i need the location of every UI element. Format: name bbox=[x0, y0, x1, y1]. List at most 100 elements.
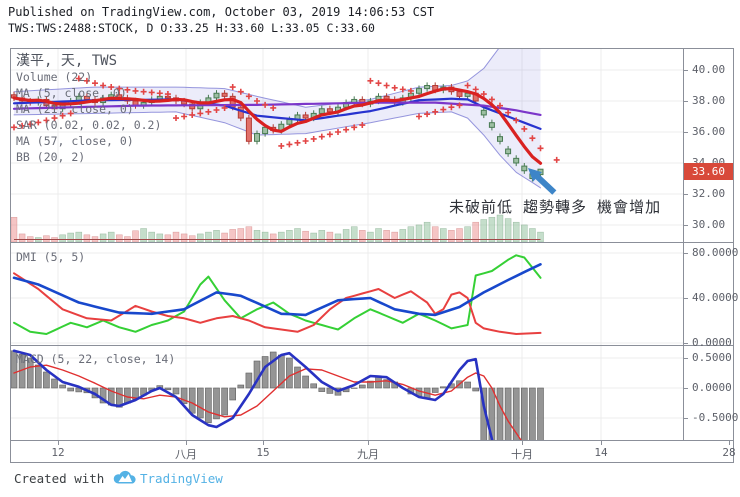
sar-marker bbox=[448, 104, 455, 111]
macd-histogram-bar bbox=[34, 364, 42, 389]
volume-bar bbox=[278, 231, 285, 242]
time-axis-label: 十月 bbox=[511, 448, 533, 461]
publish-info-text: Published on TradingView.com, October 03… bbox=[8, 5, 435, 19]
macd-line bbox=[12, 349, 494, 440]
sar-marker bbox=[537, 145, 544, 152]
sar-marker bbox=[521, 125, 528, 132]
volume-bar bbox=[261, 231, 269, 242]
volume-bar bbox=[383, 230, 390, 242]
time-axis-label: 九月 bbox=[357, 448, 379, 461]
symbol-title: 漢平, 天, TWS bbox=[16, 53, 118, 69]
time-axis-tick bbox=[729, 441, 730, 445]
macd-axis-label: -0.5000 bbox=[692, 411, 739, 424]
macd-histogram-bar bbox=[302, 375, 309, 389]
volume-bar bbox=[537, 231, 544, 242]
time-axis-label: 28 bbox=[722, 446, 736, 459]
macd-histogram-bar bbox=[205, 387, 212, 424]
price-axis-label: 36.00 bbox=[692, 125, 726, 138]
dmi-axis-tick bbox=[684, 298, 688, 299]
volume-bar bbox=[504, 218, 512, 242]
price-axis-tick bbox=[684, 70, 688, 71]
macd-histogram-bar bbox=[245, 372, 253, 389]
legend-item-volume: Volume (22) bbox=[16, 70, 93, 84]
sar-marker bbox=[399, 86, 406, 93]
sar-marker bbox=[529, 135, 536, 142]
dmi-axis-label: 80.0000 bbox=[692, 246, 739, 259]
sar-marker bbox=[286, 141, 293, 148]
price-axis-label: 30.00 bbox=[692, 218, 726, 231]
sar-marker bbox=[318, 133, 325, 140]
time-axis-tick bbox=[601, 441, 602, 445]
macd-histogram-bar bbox=[529, 387, 536, 440]
sar-marker bbox=[472, 86, 479, 93]
sar-marker bbox=[505, 109, 512, 116]
sar-marker bbox=[254, 98, 260, 104]
legend-item-ma57: MA (57, close, 0) bbox=[16, 134, 134, 148]
sar-marker bbox=[424, 111, 431, 118]
price-axis-tick bbox=[684, 225, 688, 226]
volume-bar bbox=[318, 230, 326, 242]
volume-bar bbox=[59, 234, 66, 242]
last-price-badge: 33.60 bbox=[684, 163, 733, 180]
volume-bar bbox=[359, 230, 366, 242]
sar-marker bbox=[335, 129, 341, 135]
candle-body bbox=[424, 85, 431, 90]
volume-bar bbox=[448, 230, 455, 242]
price-axis-label: 38.00 bbox=[692, 94, 726, 107]
candle-body bbox=[497, 136, 503, 142]
price-scale-divider bbox=[683, 48, 684, 441]
price-chart-canvas bbox=[10, 48, 684, 242]
dmi-minus-di-line bbox=[13, 254, 542, 335]
time-axis-tick bbox=[58, 441, 59, 445]
macd-histogram-bar bbox=[286, 357, 293, 389]
sar-marker bbox=[310, 135, 317, 142]
candle-body bbox=[521, 165, 528, 172]
sar-marker bbox=[513, 117, 520, 124]
macd-histogram-bar bbox=[67, 387, 75, 392]
volume-bar bbox=[326, 231, 334, 242]
candle-body bbox=[245, 117, 252, 142]
candle-body bbox=[302, 114, 309, 119]
sar-marker bbox=[75, 75, 82, 82]
sar-marker bbox=[11, 124, 17, 131]
sar-marker bbox=[262, 101, 269, 108]
sar-marker bbox=[343, 126, 350, 133]
sar-marker bbox=[383, 82, 390, 89]
price-axis-tick bbox=[684, 132, 688, 133]
sar-marker bbox=[156, 90, 163, 97]
dmi-legend: DMI (5, 5) bbox=[16, 250, 86, 264]
sar-marker bbox=[67, 110, 74, 117]
sar-marker bbox=[456, 102, 463, 109]
macd-histogram-bar bbox=[294, 366, 301, 389]
macd-histogram-bar bbox=[512, 387, 520, 440]
tradingview-logo-icon bbox=[113, 470, 136, 484]
macd-histogram-bar bbox=[51, 378, 58, 389]
macd-histogram-bar bbox=[310, 383, 318, 389]
macd-histogram-bar bbox=[464, 381, 471, 389]
time-axis-tick bbox=[186, 441, 187, 445]
sar-marker bbox=[464, 82, 471, 89]
dmi-axis-label: 40.0000 bbox=[692, 291, 739, 304]
sar-marker bbox=[51, 115, 58, 122]
sar-marker bbox=[205, 108, 212, 115]
macd-histogram-bar bbox=[180, 387, 188, 404]
candle-body bbox=[237, 106, 244, 119]
sar-marker bbox=[140, 88, 147, 95]
volume-bar bbox=[148, 231, 155, 242]
macd-histogram-bar bbox=[164, 387, 172, 391]
candle-body bbox=[254, 133, 260, 142]
sar-marker bbox=[108, 84, 115, 91]
time-axis-label: 14 bbox=[594, 446, 608, 459]
legend-item-bb: BB (20, 2) bbox=[16, 150, 86, 164]
sar-marker bbox=[59, 112, 66, 119]
volume-bar bbox=[221, 232, 228, 242]
volume-bar bbox=[10, 217, 18, 242]
time-axis-bottom-border bbox=[10, 462, 734, 463]
price-axis-label: 40.00 bbox=[692, 63, 726, 76]
volume-bar bbox=[172, 231, 180, 242]
volume-bar bbox=[480, 219, 488, 242]
macd-legend: MACD (5, 22, close, 14) bbox=[16, 352, 176, 366]
macd-histogram-bar bbox=[358, 384, 366, 389]
macd-histogram-bar bbox=[213, 387, 220, 420]
